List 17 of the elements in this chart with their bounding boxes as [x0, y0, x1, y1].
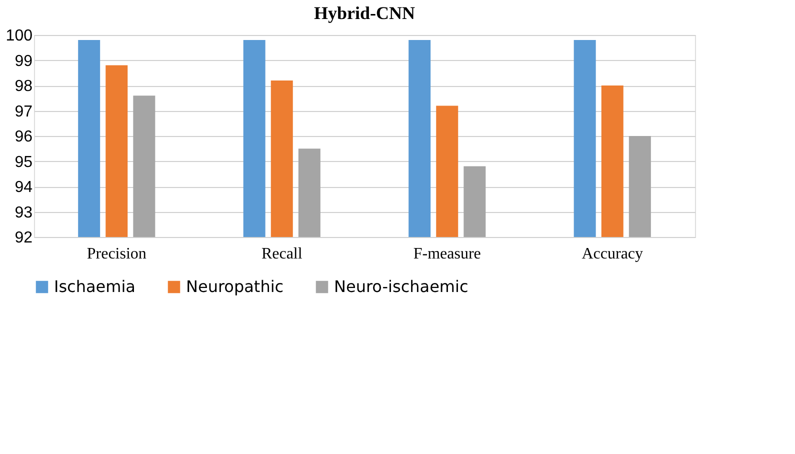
y-tick-label: 92 [14, 230, 33, 246]
legend-label: Neuro-ischaemic [334, 277, 468, 296]
y-tick-label: 94 [14, 179, 33, 196]
y-tick-label: 99 [14, 52, 33, 70]
y-tick-label: 96 [14, 128, 33, 146]
chart-title: Hybrid-CNN [314, 3, 416, 23]
x-tick-label: Accuracy [582, 246, 644, 262]
y-tick-label: 97 [14, 103, 33, 120]
x-tick-label: F-measure [413, 246, 481, 262]
legend-label: Ischaemia [54, 277, 136, 296]
y-tick-label: 93 [14, 204, 33, 222]
legend-label: Neuropathic [186, 277, 284, 296]
x-tick-label: Recall [261, 246, 303, 262]
x-tick-label: Precision [86, 246, 146, 262]
y-tick-label: 95 [14, 154, 33, 171]
y-tick-label: 98 [14, 78, 33, 95]
y-tick-label: 100 [6, 28, 33, 44]
